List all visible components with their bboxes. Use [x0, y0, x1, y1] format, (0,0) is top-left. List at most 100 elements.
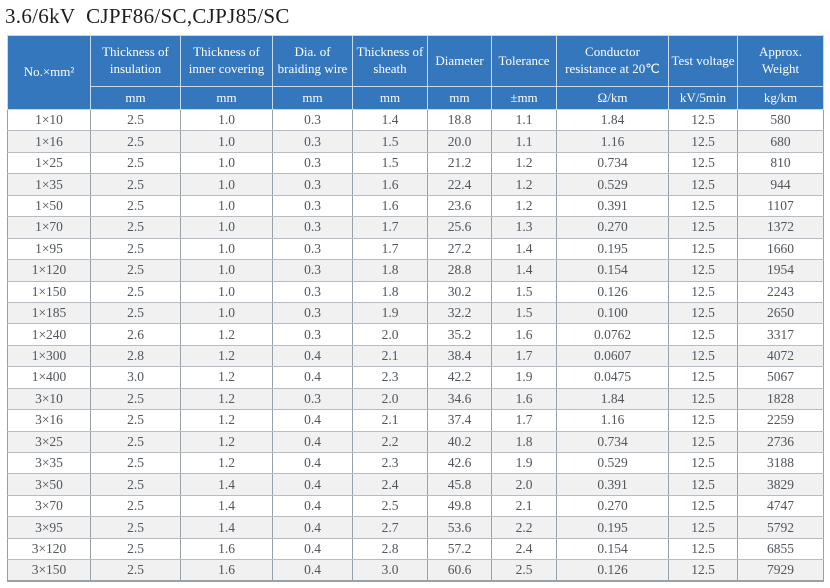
- cell-braiding-wire-dia: 0.3: [272, 323, 353, 346]
- cell-sheath-thickness: 2.1: [352, 409, 428, 432]
- cell-insulation-thickness: 2.8: [90, 344, 181, 368]
- cell-conductor-resistance: 0.391: [556, 194, 669, 218]
- cell-braiding-wire-dia: 0.4: [272, 366, 353, 389]
- cell-braiding-wire-dia: 0.4: [272, 494, 353, 518]
- cell-braiding-wire-dia: 0.3: [272, 151, 353, 175]
- cell-inner-covering-thickness: 1.2: [180, 409, 273, 432]
- cell-diameter: 20.0: [427, 130, 492, 153]
- cell-tolerance: 1.2: [491, 151, 557, 175]
- cell-braiding-wire-dia: 0.3: [272, 237, 353, 261]
- cell-test-voltage: 12.5: [668, 430, 738, 454]
- cell-approx-weight: 3317: [737, 323, 824, 346]
- cell-tolerance: 1.7: [491, 344, 557, 368]
- cell-inner-covering-thickness: 1.0: [180, 237, 273, 261]
- table-row: 1×70 2.5 1.0 0.3 1.7 25.6 1.3 0.270 12.5 1372: [7, 216, 824, 239]
- cell-diameter: 23.6: [427, 194, 492, 218]
- cell-insulation-thickness: 2.6: [90, 323, 181, 346]
- cell-approx-weight: 6855: [737, 537, 824, 561]
- cell-test-voltage: 12.5: [668, 516, 738, 539]
- cell-test-voltage: 12.5: [668, 323, 738, 346]
- cell-test-voltage: 12.5: [668, 130, 738, 153]
- cell-inner-covering-thickness: 1.0: [180, 108, 273, 132]
- cell-tolerance: 1.1: [491, 130, 557, 153]
- cell-insulation-thickness: 2.5: [90, 237, 181, 261]
- cell-tolerance: 1.1: [491, 108, 557, 132]
- unit-braiding-wire-dia: mm: [272, 86, 353, 110]
- cell-sheath-thickness: 3.0: [352, 559, 428, 582]
- cell-size: 3×35: [7, 451, 91, 475]
- cell-braiding-wire-dia: 0.3: [272, 173, 353, 196]
- cell-braiding-wire-dia: 0.3: [272, 280, 353, 303]
- cell-size: 1×150: [7, 280, 91, 303]
- col-header-test-voltage: Test voltage: [668, 35, 738, 87]
- cell-insulation-thickness: 2.5: [90, 473, 181, 496]
- col-header-size: No.×mm²: [7, 35, 91, 110]
- cell-size: 3×50: [7, 473, 91, 496]
- cell-tolerance: 1.5: [491, 280, 557, 303]
- cell-conductor-resistance: 0.126: [556, 559, 669, 582]
- col-header-tolerance: Tolerance: [491, 35, 557, 87]
- cable-spec-table: No.×mm² Thickness of insulation Thicknes…: [7, 35, 824, 583]
- cell-size: 1×400: [7, 366, 91, 389]
- unit-sheath-thickness: mm: [352, 86, 428, 110]
- cell-approx-weight: 5067: [737, 366, 824, 389]
- cell-inner-covering-thickness: 1.6: [180, 537, 273, 561]
- cell-size: 1×120: [7, 259, 91, 282]
- cell-size: 3×150: [7, 559, 91, 582]
- cell-sheath-thickness: 1.4: [352, 108, 428, 132]
- cell-sheath-thickness: 1.5: [352, 130, 428, 153]
- cell-conductor-resistance: 1.16: [556, 130, 669, 153]
- cell-approx-weight: 1107: [737, 194, 824, 218]
- cell-braiding-wire-dia: 0.3: [272, 130, 353, 153]
- cell-approx-weight: 1372: [737, 216, 824, 239]
- cell-diameter: 42.2: [427, 366, 492, 389]
- col-header-conductor-resistance: Conductor resistance at 20℃: [556, 35, 669, 87]
- cell-tolerance: 1.2: [491, 194, 557, 218]
- cell-test-voltage: 12.5: [668, 216, 738, 239]
- cell-braiding-wire-dia: 0.3: [272, 259, 353, 282]
- cell-size: 1×25: [7, 151, 91, 175]
- cell-size: 1×50: [7, 194, 91, 218]
- header-name-row: No.×mm² Thickness of insulation Thicknes…: [7, 35, 824, 110]
- cell-approx-weight: 7929: [737, 559, 824, 582]
- cell-size: 3×16: [7, 409, 91, 432]
- cell-insulation-thickness: 2.5: [90, 130, 181, 153]
- cell-braiding-wire-dia: 0.4: [272, 451, 353, 475]
- cell-insulation-thickness: 2.5: [90, 430, 181, 454]
- cell-conductor-resistance: 0.270: [556, 216, 669, 239]
- cell-approx-weight: 1660: [737, 237, 824, 261]
- cell-test-voltage: 12.5: [668, 108, 738, 132]
- table-row: 1×50 2.5 1.0 0.3 1.6 23.6 1.2 0.391 12.5 1107: [7, 194, 824, 218]
- cell-approx-weight: 5792: [737, 516, 824, 539]
- cell-diameter: 53.6: [427, 516, 492, 539]
- cell-insulation-thickness: 2.5: [90, 151, 181, 175]
- cell-conductor-resistance: 0.126: [556, 280, 669, 303]
- cell-size: 1×35: [7, 173, 91, 196]
- unit-approx-weight: kg/km: [737, 86, 824, 110]
- cell-sheath-thickness: 1.7: [352, 237, 428, 261]
- cell-approx-weight: 2650: [737, 301, 824, 325]
- cell-test-voltage: 12.5: [668, 151, 738, 175]
- cell-inner-covering-thickness: 1.0: [180, 301, 273, 325]
- cell-test-voltage: 12.5: [668, 344, 738, 368]
- cell-inner-covering-thickness: 1.6: [180, 559, 273, 582]
- spec-table-body: 1×10 2.5 1.0 0.3 1.4 18.8 1.1 1.84 12.5 580 1×16 2.…: [7, 108, 824, 582]
- col-header-insulation-thickness: Thickness of insulation: [90, 35, 181, 87]
- cell-tolerance: 2.0: [491, 473, 557, 496]
- cell-sheath-thickness: 2.3: [352, 451, 428, 475]
- cell-tolerance: 1.2: [491, 173, 557, 196]
- cell-tolerance: 1.6: [491, 387, 557, 411]
- cell-inner-covering-thickness: 1.0: [180, 173, 273, 196]
- cell-conductor-resistance: 0.0475: [556, 366, 669, 389]
- cell-test-voltage: 12.5: [668, 280, 738, 303]
- table-row: 1×10 2.5 1.0 0.3 1.4 18.8 1.1 1.84 12.5 580: [7, 108, 824, 132]
- cell-insulation-thickness: 2.5: [90, 559, 181, 582]
- table-row: 3×16 2.5 1.2 0.4 2.1 37.4 1.7 1.16 12.5 2259: [7, 409, 824, 432]
- cell-diameter: 27.2: [427, 237, 492, 261]
- cell-insulation-thickness: 2.5: [90, 173, 181, 196]
- cell-diameter: 40.2: [427, 430, 492, 454]
- cell-diameter: 35.2: [427, 323, 492, 346]
- table-row: 1×120 2.5 1.0 0.3 1.8 28.8 1.4 0.154 12.5 1954: [7, 259, 824, 282]
- cell-conductor-resistance: 1.16: [556, 409, 669, 432]
- cell-conductor-resistance: 0.195: [556, 516, 669, 539]
